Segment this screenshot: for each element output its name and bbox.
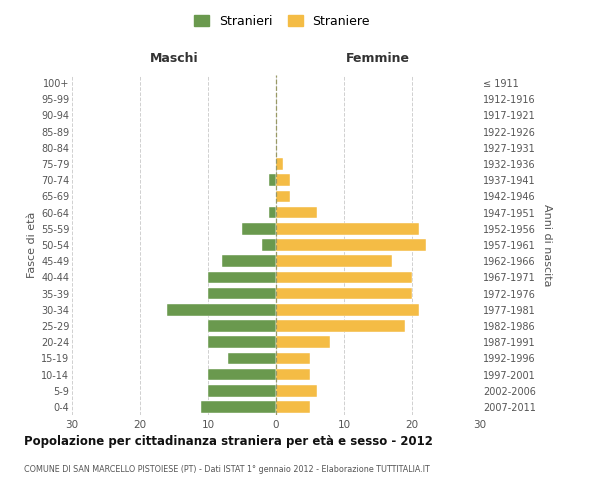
Bar — [276, 256, 392, 267]
Bar — [208, 288, 276, 300]
Bar — [262, 239, 276, 251]
Text: Maschi: Maschi — [149, 52, 199, 65]
Bar — [208, 336, 276, 348]
Bar — [201, 401, 276, 412]
Bar — [276, 174, 290, 186]
Text: Femmine: Femmine — [346, 52, 410, 65]
Bar — [276, 304, 419, 316]
Bar — [276, 336, 331, 348]
Bar — [276, 320, 405, 332]
Bar — [276, 223, 419, 234]
Bar — [221, 256, 276, 267]
Bar — [276, 385, 317, 396]
Bar — [276, 272, 412, 283]
Text: COMUNE DI SAN MARCELLO PISTOIESE (PT) - Dati ISTAT 1° gennaio 2012 - Elaborazion: COMUNE DI SAN MARCELLO PISTOIESE (PT) - … — [24, 465, 430, 474]
Bar — [276, 352, 310, 364]
Bar — [208, 272, 276, 283]
Bar — [276, 190, 290, 202]
Bar — [276, 239, 425, 251]
Bar — [276, 368, 310, 380]
Bar — [208, 320, 276, 332]
Bar — [167, 304, 276, 316]
Bar — [208, 368, 276, 380]
Legend: Stranieri, Straniere: Stranieri, Straniere — [190, 11, 374, 32]
Bar — [229, 352, 276, 364]
Y-axis label: Anni di nascita: Anni di nascita — [542, 204, 553, 286]
Bar — [276, 288, 412, 300]
Bar — [276, 207, 317, 218]
Y-axis label: Fasce di età: Fasce di età — [26, 212, 37, 278]
Bar — [276, 401, 310, 412]
Text: Popolazione per cittadinanza straniera per età e sesso - 2012: Popolazione per cittadinanza straniera p… — [24, 435, 433, 448]
Bar — [242, 223, 276, 234]
Bar — [276, 158, 283, 170]
Bar — [208, 385, 276, 396]
Bar — [269, 207, 276, 218]
Bar — [269, 174, 276, 186]
